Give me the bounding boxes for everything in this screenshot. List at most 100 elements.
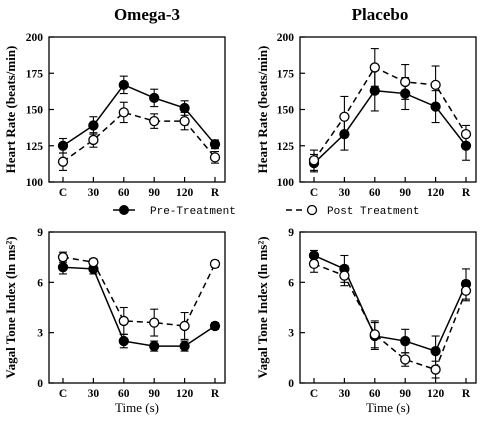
- data-point: [400, 335, 411, 347]
- data-point: [57, 252, 69, 263]
- data-point: [179, 340, 190, 352]
- series-post: [308, 254, 472, 379]
- series-line: [313, 66, 467, 161]
- x-tick-label: R: [211, 187, 220, 199]
- data-point: [400, 76, 411, 88]
- chart-panel-1: Omega-3 100 125 150 175 200 C 30 60 90 120 R Heart R…: [3, 5, 226, 199]
- x-tick-label: 60: [118, 388, 130, 400]
- x-tick-label: 120: [176, 388, 194, 400]
- x-tick-label: 90: [148, 187, 160, 199]
- x-tick-label: R: [211, 388, 220, 400]
- data-point: [308, 155, 320, 166]
- x-tick-label: 30: [339, 388, 351, 400]
- y-tick-label: 6: [37, 277, 43, 289]
- data-point: [57, 140, 69, 151]
- y-tick-label: 100: [277, 177, 295, 189]
- x-tick-label: 90: [399, 187, 411, 199]
- plot-frame: [48, 231, 226, 384]
- series-line: [313, 254, 467, 353]
- series-line: [62, 111, 216, 163]
- y-tick-label: 0: [288, 378, 294, 390]
- data-point: [400, 354, 411, 365]
- data-point: [149, 317, 160, 328]
- data-point: [369, 85, 380, 96]
- x-tick-label: R: [462, 388, 471, 400]
- data-point: [88, 134, 99, 146]
- series-line: [62, 83, 216, 147]
- x-tick-label: C: [310, 187, 318, 199]
- x-tick-label: 90: [148, 388, 160, 400]
- x-axis-title: Time (s): [366, 400, 410, 415]
- data-point: [118, 335, 129, 347]
- data-point: [149, 115, 160, 127]
- y-tick-label: 100: [26, 177, 44, 189]
- series-line: [313, 263, 467, 371]
- data-point: [369, 62, 380, 73]
- x-tick-label: C: [310, 388, 318, 400]
- x-tick-label: 120: [427, 388, 445, 400]
- x-tick-label: C: [59, 388, 67, 400]
- y-tick-label: 175: [26, 68, 44, 80]
- y-tick-label: 125: [277, 141, 295, 153]
- chart-panel-3: 0 3 6 9 C 30 60 90 120 R Vagal Tone Index (ln ms²)…: [3, 227, 226, 415]
- series-pre: [57, 259, 221, 352]
- x-tick-label: 60: [118, 187, 130, 199]
- data-point: [369, 329, 380, 340]
- x-tick-label: 30: [339, 187, 351, 199]
- data-point: [57, 156, 69, 167]
- data-point: [209, 139, 221, 150]
- y-tick-label: 150: [277, 105, 295, 117]
- panel-title: Placebo: [352, 5, 409, 24]
- legend-post-marker: [306, 204, 318, 216]
- data-point: [179, 102, 190, 114]
- series-line: [313, 89, 467, 164]
- data-point: [339, 270, 350, 281]
- data-point: [430, 79, 441, 90]
- x-tick-label: 120: [176, 187, 194, 199]
- data-point: [209, 258, 221, 270]
- legend-post-label: Post Treatment: [327, 206, 419, 218]
- y-tick-label: 175: [277, 68, 295, 80]
- data-point: [118, 79, 129, 90]
- data-point: [118, 315, 129, 327]
- y-tick-label: 3: [288, 328, 294, 340]
- data-point: [308, 258, 320, 270]
- y-tick-label: 125: [26, 141, 44, 153]
- y-tick-label: 3: [37, 328, 43, 340]
- y-tick-label: 6: [288, 277, 294, 289]
- series-post: [308, 48, 472, 171]
- x-axis-title: Time (s): [115, 400, 159, 415]
- series-line: [62, 256, 216, 327]
- data-point: [460, 285, 472, 296]
- data-point: [149, 340, 160, 352]
- data-point: [179, 115, 190, 127]
- y-axis-title: Heart Rate (beats/min): [255, 46, 270, 174]
- plot-frame: [48, 36, 226, 183]
- x-tick-label: 60: [369, 388, 381, 400]
- data-point: [88, 257, 99, 268]
- data-point: [118, 107, 129, 118]
- y-tick-label: 200: [277, 32, 295, 44]
- x-tick-label: 30: [88, 388, 100, 400]
- y-tick-label: 200: [26, 32, 44, 44]
- series-post: [57, 251, 221, 340]
- legend: Pre-Treatment Post Treatment: [113, 204, 419, 218]
- plot-frame: [299, 36, 477, 183]
- y-tick-label: 9: [37, 227, 43, 239]
- chart-panel-4: 0 3 6 9 C 30 60 90 120 R Vagal Tone Index (ln ms²)…: [255, 227, 477, 415]
- series-line: [62, 266, 216, 347]
- x-tick-label: 60: [369, 187, 381, 199]
- y-tick-label: 0: [37, 378, 43, 390]
- y-axis-title: Vagal Tone Index (ln ms²): [255, 236, 270, 378]
- series-post: [57, 101, 221, 171]
- series-pre: [308, 249, 472, 367]
- data-point: [339, 111, 350, 122]
- y-tick-label: 150: [26, 105, 44, 117]
- legend-pre-label: Pre-Treatment: [150, 206, 236, 218]
- data-point: [460, 128, 472, 140]
- data-point: [430, 345, 441, 357]
- x-tick-label: 30: [88, 187, 100, 199]
- data-point: [179, 320, 190, 332]
- data-point: [149, 92, 160, 104]
